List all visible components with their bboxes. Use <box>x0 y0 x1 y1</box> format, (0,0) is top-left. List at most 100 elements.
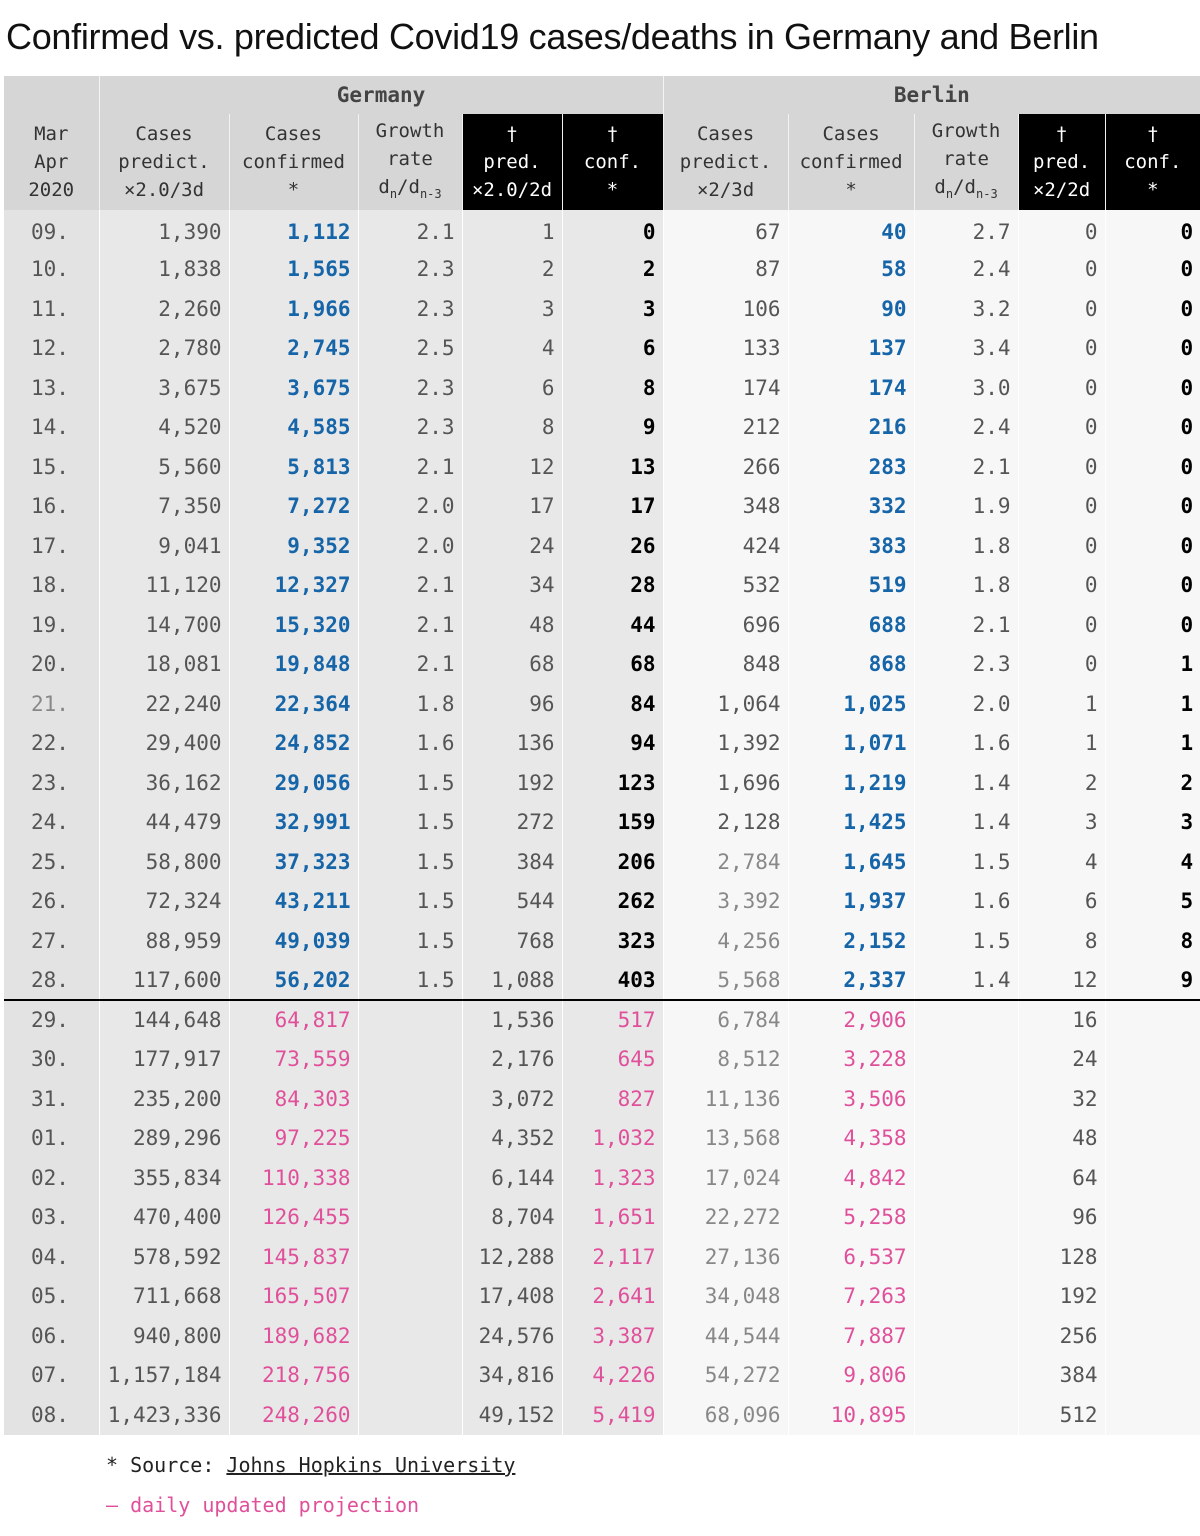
cell-date: 28. <box>4 960 99 1001</box>
col-header-ber-pred: Cases predict. ×2/3d <box>662 114 789 210</box>
col-header-line: Growth <box>375 119 445 142</box>
cell-ger-pred: 22,240 <box>98 684 229 724</box>
table-row: 29. 144,648 64,817 1,536 517 6,784 2,906 16 <box>4 1000 1200 1040</box>
cell-ger-pred: 1,390 <box>98 210 229 250</box>
cell-date: 14. <box>4 407 99 447</box>
cell-ber-growth: 1.8 <box>913 526 1019 566</box>
table-row: 16. 7,350 7,272 2.0 17 17 348 332 1.9 0 0 <box>4 486 1200 526</box>
cell-ger-dpred: 68 <box>461 644 562 684</box>
cell-ber-conf: 7,887 <box>787 1316 915 1356</box>
cell-ger-pred: 3,675 <box>98 368 229 408</box>
cell-ber-dconf <box>1104 1197 1200 1237</box>
cell-ger-growth: 2.1 <box>357 605 462 645</box>
cell-ber-conf: 174 <box>787 368 915 408</box>
cell-ger-dconf: 8 <box>561 368 664 408</box>
source-link[interactable]: Johns Hopkins University <box>226 1453 516 1477</box>
cell-ger-dconf: 403 <box>561 960 664 1001</box>
cell-ber-pred: 22,272 <box>662 1197 789 1237</box>
cell-ger-dconf: 3,387 <box>561 1316 664 1356</box>
cell-ber-growth <box>913 1039 1019 1079</box>
cell-ber-conf: 283 <box>787 447 915 487</box>
cell-ger-pred: 1,838 <box>98 249 229 289</box>
cell-ber-dconf: 0 <box>1104 210 1200 250</box>
col-header-line: ×2/2d <box>1032 179 1091 201</box>
col-header-ger-conf: Cases confirmed * <box>228 114 358 210</box>
col-header-line: ×2/3d <box>696 179 755 201</box>
cell-ger-dpred: 3 <box>461 289 562 329</box>
cell-ber-conf: 40 <box>787 210 915 250</box>
cell-ger-dconf: 645 <box>561 1039 664 1079</box>
cell-ger-dconf: 1,323 <box>561 1158 664 1198</box>
cell-ger-pred: 5,560 <box>98 447 229 487</box>
cell-ber-dpred: 256 <box>1017 1316 1106 1356</box>
cell-ger-growth: 2.3 <box>357 368 462 408</box>
cell-ger-conf: 73,559 <box>228 1039 358 1079</box>
cell-ber-growth: 1.5 <box>913 921 1019 961</box>
col-header-line: confirmed <box>242 151 345 173</box>
cell-ber-growth <box>913 1276 1019 1316</box>
group-berlin: Berlin <box>662 76 1200 114</box>
table-row: 20. 18,081 19,848 2.1 68 68 848 868 2.3 0 1 <box>4 644 1200 684</box>
cell-ger-pred: 355,834 <box>98 1158 229 1198</box>
cell-ber-conf: 383 <box>787 526 915 566</box>
cell-ber-pred: 17,024 <box>662 1158 789 1198</box>
table-row: 08. 1,423,336 248,260 49,152 5,419 68,096 10,8… <box>4 1395 1200 1435</box>
cell-date: 21. <box>4 684 99 724</box>
cell-ber-growth: 2.1 <box>913 447 1019 487</box>
table-row: 06. 940,800 189,682 24,576 3,387 44,544 7,887 2… <box>4 1316 1200 1356</box>
cell-date: 18. <box>4 565 99 605</box>
cell-ger-conf: 248,260 <box>228 1395 358 1435</box>
col-header-line: † <box>1055 123 1068 145</box>
cell-ger-dconf: 68 <box>561 644 664 684</box>
cell-ger-conf: 7,272 <box>228 486 358 526</box>
cell-ber-conf: 332 <box>787 486 915 526</box>
cell-ber-dconf: 2 <box>1104 763 1200 803</box>
cell-ger-pred: 1,423,336 <box>98 1395 229 1435</box>
cell-ger-conf: 12,327 <box>228 565 358 605</box>
cell-ger-dpred: 24,576 <box>461 1316 562 1356</box>
table-body: 09. 1,390 1,112 2.1 1 0 67 40 2.7 0 0 10. 1,838 1,565… <box>4 210 1200 1435</box>
cell-ber-conf: 519 <box>787 565 915 605</box>
col-header-date: Mar Apr 2020 <box>4 114 99 210</box>
cell-ber-dconf: 8 <box>1104 921 1200 961</box>
cell-ger-growth: 2.0 <box>357 526 462 566</box>
cell-ger-dconf: 159 <box>561 802 664 842</box>
col-header-line: confirmed <box>799 151 903 173</box>
cell-ber-dconf: 0 <box>1104 526 1200 566</box>
col-header-ger-growth: Growth rate dn/dn-3 <box>357 114 462 210</box>
col-header-ber-dconf: † conf. * <box>1104 114 1200 210</box>
cell-ger-dpred: 272 <box>461 802 562 842</box>
cell-ger-dconf: 5,419 <box>561 1395 664 1435</box>
cell-date: 30. <box>4 1039 99 1079</box>
cell-ger-dpred: 6,144 <box>461 1158 562 1198</box>
cell-ber-pred: 1,392 <box>662 723 789 763</box>
cell-ger-dpred: 2,176 <box>461 1039 562 1079</box>
cell-ger-dpred: 17 <box>461 486 562 526</box>
cell-ger-dconf: 0 <box>561 210 664 250</box>
cell-ger-growth <box>357 1118 462 1158</box>
cell-ber-dpred: 1 <box>1017 723 1106 763</box>
cell-ger-dconf: 9 <box>561 407 664 447</box>
cell-ger-conf: 56,202 <box>228 960 358 1001</box>
col-header-line: * <box>1147 179 1159 201</box>
cell-ber-dconf: 1 <box>1104 684 1200 724</box>
cell-ber-dconf: 0 <box>1104 447 1200 487</box>
table-row: 31. 235,200 84,303 3,072 827 11,136 3,506 32 <box>4 1079 1200 1119</box>
cell-ger-pred: 940,800 <box>98 1316 229 1356</box>
cell-date: 11. <box>4 289 99 329</box>
cell-ber-growth: 2.0 <box>913 684 1019 724</box>
cell-ger-dpred: 4,352 <box>461 1118 562 1158</box>
cell-ger-growth: 1.5 <box>357 802 462 842</box>
cell-ber-growth <box>913 1158 1019 1198</box>
cell-date: 25. <box>4 842 99 882</box>
col-header-line: ×2.0/3d <box>123 179 205 201</box>
table-row: 10. 1,838 1,565 2.3 2 2 87 58 2.4 0 0 <box>4 249 1200 289</box>
cell-ber-dpred: 0 <box>1017 289 1106 329</box>
col-header-line: Cases <box>264 123 323 145</box>
cell-ger-dpred: 384 <box>461 842 562 882</box>
cell-ber-growth: 3.2 <box>913 289 1019 329</box>
cell-ber-growth: 3.0 <box>913 368 1019 408</box>
cell-ber-dpred: 0 <box>1017 368 1106 408</box>
cell-ger-conf: 189,682 <box>228 1316 358 1356</box>
cell-ber-conf: 137 <box>787 328 915 368</box>
